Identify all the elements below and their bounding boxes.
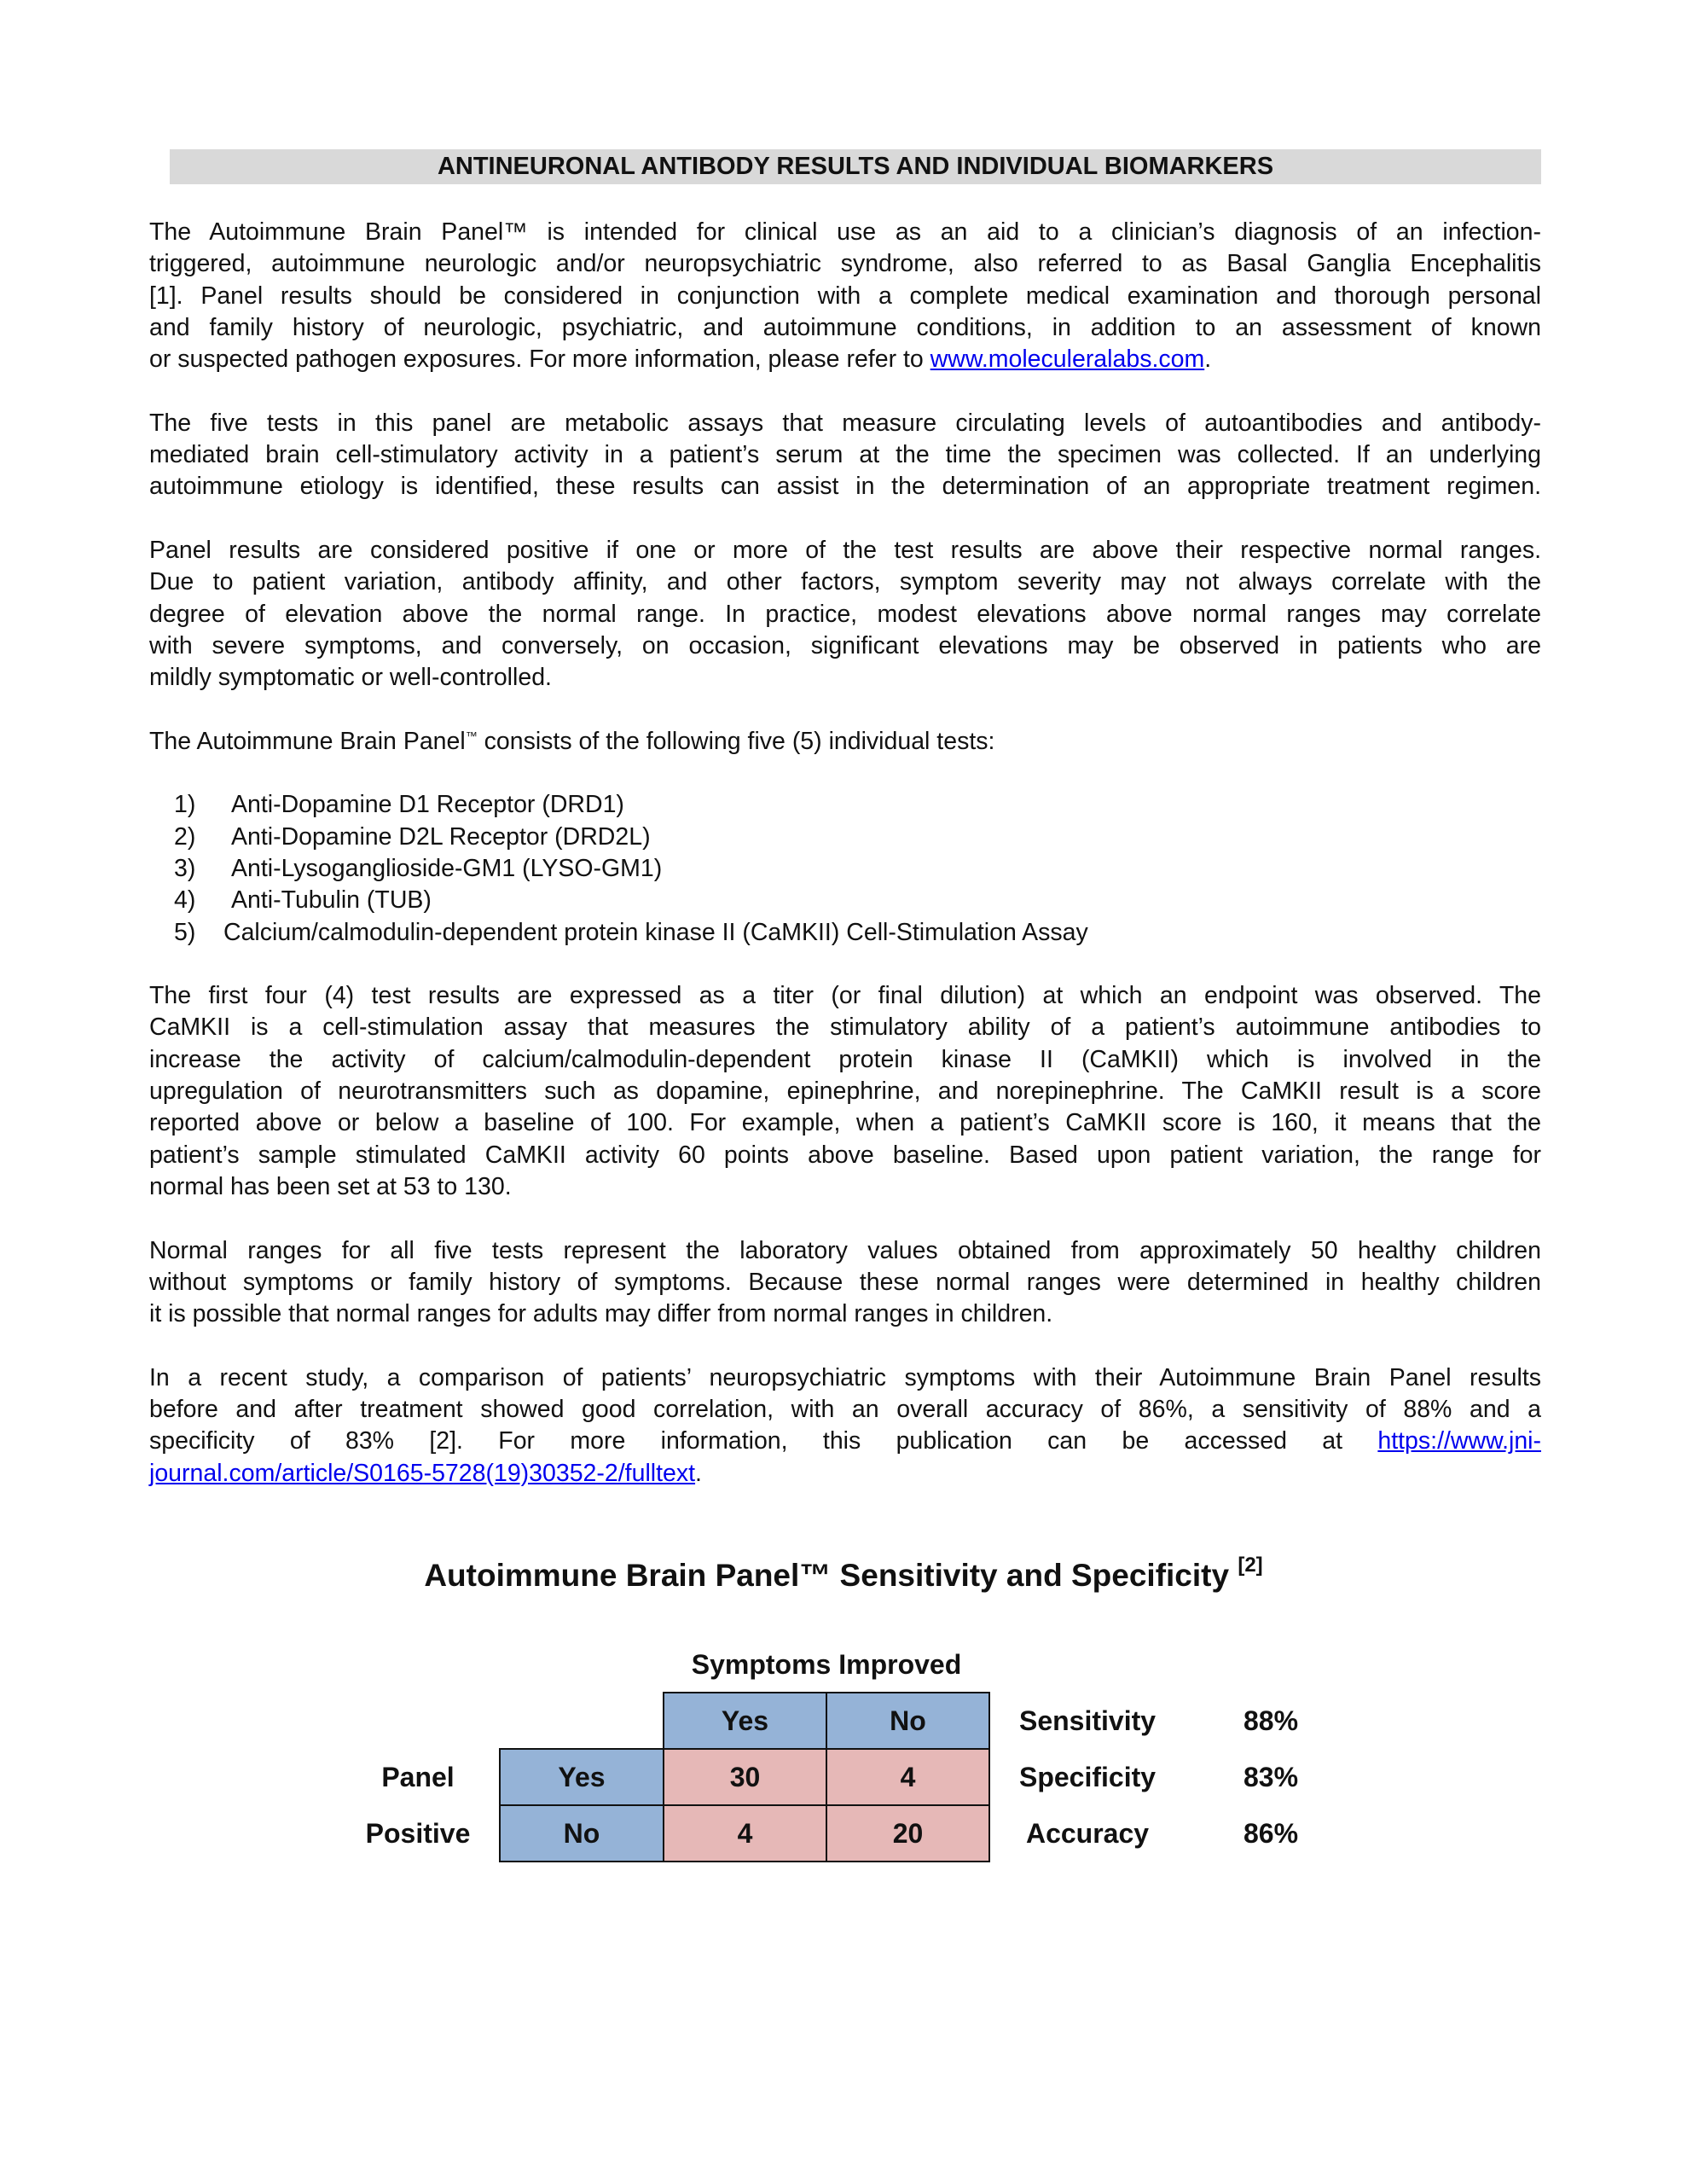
text-line: normal has been set at 53 to 130.	[149, 1172, 512, 1200]
title-text: Autoimmune Brain Panel™ Sensitivity and …	[424, 1558, 1238, 1593]
paragraph-camkii: The first four (4) test results are expr…	[149, 980, 1541, 1203]
section-header: ANTINEURONAL ANTIBODY RESULTS AND INDIVI…	[170, 149, 1541, 184]
text: .	[1204, 346, 1212, 374]
trademark: ™	[465, 729, 478, 743]
metric-value-accuracy: 86%	[1243, 1817, 1299, 1849]
row-group-label-1: Panel	[381, 1761, 455, 1792]
column-group-label: Symptoms Improved	[691, 1648, 962, 1680]
paragraph-normal-ranges: Normal ranges for all five tests represe…	[149, 1235, 1541, 1331]
text-line: autoimmune etiology is identified, these…	[149, 473, 1541, 501]
list-number: 4)	[174, 886, 196, 915]
section-title: ANTINEURONAL ANTIBODY RESULTS AND INDIVI…	[437, 153, 1274, 180]
list-label: Calcium/calmodulin-dependent protein kin…	[223, 918, 1088, 946]
list-item: 1) Anti-Dopamine D1 Receptor (DRD1)	[149, 789, 1541, 821]
website-link[interactable]: www.moleculeralabs.com	[930, 346, 1205, 374]
text-line: journal.com/article/S0165-5728(19)30352-…	[149, 1458, 1541, 1490]
list-label: Anti-Tubulin (TUB)	[231, 886, 432, 915]
text-line: Normal ranges for all five tests represe…	[149, 1236, 1541, 1264]
cell-no-no: 20	[826, 1804, 990, 1862]
text-line: The five tests in this panel are metabol…	[149, 409, 1541, 437]
list-label: Anti-Dopamine D1 Receptor (DRD1)	[231, 791, 624, 819]
paragraph-results: Panel results are considered positive if…	[149, 535, 1541, 694]
text-line: mildly symptomatic or well-controlled.	[149, 664, 552, 692]
text: or suspected pathogen exposures. For mor…	[149, 346, 930, 374]
metric-value-sensitivity: 88%	[1243, 1705, 1299, 1736]
text-line: increase the activity of calcium/calmodu…	[149, 1045, 1541, 1073]
cell-no-yes: 4	[663, 1804, 827, 1862]
text-line: [1]. Panel results should be considered …	[149, 282, 1541, 310]
text-line: without symptoms or family history of sy…	[149, 1268, 1541, 1296]
text-line: before and after treatment showed good c…	[149, 1395, 1541, 1423]
publication-link-continued[interactable]: journal.com/article/S0165-5728(19)30352-…	[149, 1459, 696, 1487]
text-line: In a recent study, a comparison of patie…	[149, 1363, 1541, 1391]
text: consists of the following five (5) indiv…	[477, 727, 995, 755]
list-number: 1)	[174, 791, 196, 819]
row-group-label-2: Positive	[365, 1817, 471, 1849]
metric-label-accuracy: Accuracy	[1025, 1817, 1150, 1849]
text-line: patient’s sample stimulated CaMKII activ…	[149, 1141, 1541, 1169]
text-line: degree of elevation above the normal ran…	[149, 600, 1541, 628]
list-number: 3)	[174, 854, 196, 882]
paragraph-study: In a recent study, a comparison of patie…	[149, 1362, 1541, 1490]
publication-link[interactable]: https://www.jni-	[1377, 1427, 1541, 1455]
list-item: 2) Anti-Dopamine D2L Receptor (DRD2L)	[149, 822, 1541, 853]
text-line: CaMKII is a cell-stimulation assay that …	[149, 1014, 1541, 1042]
row-header-no: No	[499, 1804, 664, 1862]
text: The Autoimmune Brain Panel	[149, 727, 466, 755]
cell-yes-yes: 30	[663, 1748, 827, 1806]
list-item: 5) Calcium/calmodulin-dependent protein k…	[149, 917, 1541, 949]
text-line: The first four (4) test results are expr…	[149, 982, 1541, 1010]
text-line: mediated brain cell-stimulatory activity…	[149, 441, 1541, 469]
list-label: Anti-Dopamine D2L Receptor (DRD2L)	[231, 822, 651, 851]
paragraph-tests: The five tests in this panel are metabol…	[149, 408, 1541, 503]
text-line: it is possible that normal ranges for ad…	[149, 1300, 1053, 1328]
citation-ref: [2]	[1238, 1553, 1263, 1577]
test-list: 1) Anti-Dopamine D1 Receptor (DRD1) 2) Ant…	[149, 789, 1541, 948]
text-line: with severe symptoms, and conversely, on…	[149, 631, 1541, 659]
text-line: Panel results are considered positive if…	[149, 536, 1541, 564]
metric-label-sensitivity: Sensitivity	[1018, 1705, 1157, 1736]
text-line: triggered, autoimmune neurologic and/or …	[149, 250, 1541, 278]
list-item: 3) Anti-Lysoganglioside-GM1 (LYSO-GM1)	[149, 853, 1541, 885]
text: specificity of 83% [2]. For more informa…	[149, 1427, 1378, 1455]
metric-value-specificity: 83%	[1243, 1761, 1299, 1792]
paragraph-list-intro: The Autoimmune Brain Panel™ consists of …	[149, 726, 1541, 758]
document-body: The Autoimmune Brain Panel™ is intended …	[149, 217, 1541, 1521]
list-label: Anti-Lysoganglioside-GM1 (LYSO-GM1)	[231, 854, 663, 882]
list-number: 2)	[174, 822, 196, 851]
text: .	[695, 1459, 702, 1487]
text-line: or suspected pathogen exposures. For mor…	[149, 344, 1541, 375]
table-title: Autoimmune Brain Panel™ Sensitivity and …	[0, 1554, 1687, 1594]
cell-yes-no: 4	[826, 1748, 990, 1806]
row-header-yes: Yes	[499, 1748, 664, 1806]
text-line: The Autoimmune Brain Panel™ is intended …	[149, 218, 1541, 246]
col-header-yes: Yes	[663, 1692, 827, 1750]
text-line: specificity of 83% [2]. For more informa…	[149, 1426, 1541, 1457]
metric-label-specificity: Specificity	[1018, 1761, 1157, 1792]
paragraph-intro: The Autoimmune Brain Panel™ is intended …	[149, 217, 1541, 375]
text-line: reported above or below a baseline of 10…	[149, 1109, 1541, 1137]
list-item: 4) Anti-Tubulin (TUB)	[149, 885, 1541, 916]
col-header-no: No	[826, 1692, 990, 1750]
text-line: and family history of neurologic, psychi…	[149, 313, 1541, 341]
list-number: 5)	[174, 918, 196, 946]
text-line: Due to patient variation, antibody affin…	[149, 568, 1541, 596]
text-line: upregulation of neurotransmitters such a…	[149, 1077, 1541, 1106]
